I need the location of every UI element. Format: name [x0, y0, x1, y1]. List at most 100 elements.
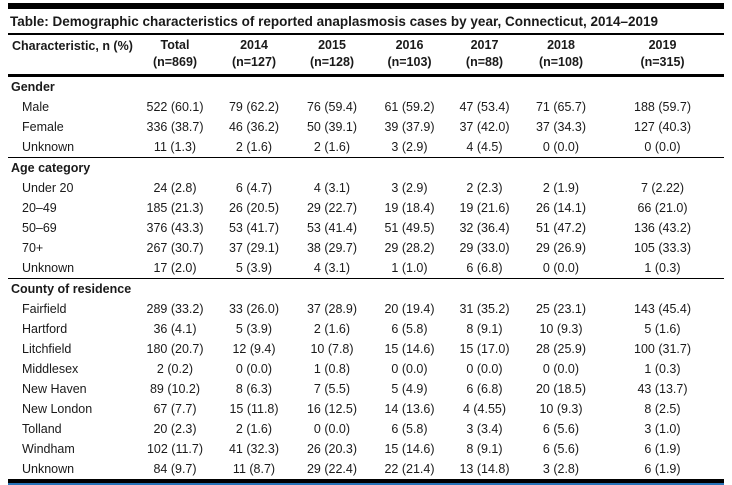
- value-cell: 20 (19.4): [384, 302, 435, 316]
- value-cell: 0 (0.0): [391, 362, 428, 376]
- value-cell: 3 (1.0): [644, 422, 681, 436]
- value-cell: 185 (21.3): [146, 201, 204, 215]
- value-cell: 3 (3.4): [466, 422, 503, 436]
- value-cell: 5 (4.9): [391, 382, 428, 396]
- year-column-header: 2015 (n=128): [293, 33, 371, 77]
- value-cell: 8 (9.1): [466, 322, 503, 336]
- value-cell: 376 (43.3): [146, 221, 204, 235]
- table-row: Female 336 (38.7) 46 (36.2) 50 (39.1) 39 (37…: [8, 117, 724, 137]
- value-cell: 37 (29.1): [228, 241, 280, 255]
- table-row: Unknown 84 (9.7) 11 (8.7) 29 (22.4) 22 (21.4…: [8, 459, 724, 481]
- value-cell: 28 (25.9): [535, 342, 587, 356]
- value-cell: 289 (33.2): [146, 302, 204, 316]
- table-row: Fairfield 289 (33.2) 33 (26.0) 37 (28.9) 20 …: [8, 299, 724, 319]
- value-cell: 143 (45.4): [634, 302, 691, 316]
- characteristic-cell: Unknown: [22, 462, 75, 476]
- value-cell: 1 (0.3): [644, 261, 681, 275]
- value-cell: 66 (21.0): [637, 201, 688, 215]
- value-cell: 267 (30.7): [146, 241, 204, 255]
- value-cell: 29 (22.4): [306, 462, 358, 476]
- header-row: Characteristic, n (%) Total (n=869) 2014 (n…: [8, 33, 724, 77]
- value-cell: 15 (17.0): [459, 342, 510, 356]
- value-cell: 76 (59.4): [306, 100, 358, 114]
- value-cell: 8 (6.3): [235, 382, 273, 396]
- year-column-header: 2017 (n=88): [448, 33, 521, 77]
- characteristic-cell: Unknown: [22, 140, 75, 154]
- value-cell: 2 (1.6): [235, 422, 273, 436]
- bottom-accent-line: [8, 483, 724, 485]
- year-column-header: 2018 (n=108): [521, 33, 601, 77]
- year-column-header: 2016 (n=103): [371, 33, 448, 77]
- value-cell: 6 (4.7): [235, 181, 273, 195]
- characteristic-cell: Middlesex: [22, 362, 79, 376]
- value-cell: 33 (26.0): [228, 302, 280, 316]
- value-cell: 43 (13.7): [637, 382, 688, 396]
- value-cell: 4 (3.1): [313, 261, 351, 275]
- value-cell: 37 (42.0): [459, 120, 510, 134]
- value-cell: 3 (2.9): [391, 140, 428, 154]
- value-cell: 39 (37.9): [384, 120, 435, 134]
- value-cell: 24 (2.8): [153, 181, 197, 195]
- table-row: Litchfield 180 (20.7) 12 (9.4) 10 (7.8) 15 (…: [8, 339, 724, 359]
- value-cell: 6 (5.8): [391, 422, 428, 436]
- table-row: Male 522 (60.1) 79 (62.2) 76 (59.4) 61 (59.2…: [8, 97, 724, 117]
- characteristic-cell: 50–69: [22, 221, 57, 235]
- table-row: New London 67 (7.7) 15 (11.8) 16 (12.5) 14 (…: [8, 399, 724, 419]
- value-cell: 0 (0.0): [542, 362, 580, 376]
- value-cell: 17 (2.0): [153, 261, 197, 275]
- value-cell: 20 (2.3): [153, 422, 197, 436]
- value-cell: 29 (22.7): [306, 201, 358, 215]
- value-cell: 5 (3.9): [235, 322, 273, 336]
- value-cell: 4 (4.5): [466, 140, 503, 154]
- value-cell: 2 (1.6): [313, 140, 351, 154]
- value-cell: 13 (14.8): [459, 462, 510, 476]
- value-cell: 31 (35.2): [459, 302, 510, 316]
- value-cell: 2 (2.3): [466, 181, 503, 195]
- value-cell: 51 (49.5): [384, 221, 435, 235]
- value-cell: 41 (32.3): [228, 442, 280, 456]
- table-row: Hartford 36 (4.1) 5 (3.9) 2 (1.6) 6 (5.8) 8 (…: [8, 319, 724, 339]
- value-cell: 19 (21.6): [459, 201, 510, 215]
- characteristic-cell: Male: [22, 100, 50, 114]
- value-cell: 8 (9.1): [466, 442, 503, 456]
- value-cell: 3 (2.9): [391, 181, 428, 195]
- section-header-row: Age category: [8, 157, 724, 178]
- value-cell: 19 (18.4): [384, 201, 435, 215]
- value-cell: 127 (40.3): [634, 120, 691, 134]
- year-column-header: 2019 (n=315): [601, 33, 724, 77]
- table-row: New Haven 89 (10.2) 8 (6.3) 7 (5.5) 5 (4.9) 6…: [8, 379, 724, 399]
- value-cell: 12 (9.4): [232, 342, 276, 356]
- value-cell: 4 (4.55): [462, 402, 507, 416]
- value-cell: 14 (13.6): [384, 402, 435, 416]
- value-cell: 6 (5.6): [542, 422, 580, 436]
- characteristic-cell: 20–49: [22, 201, 57, 215]
- value-cell: 180 (20.7): [146, 342, 204, 356]
- characteristic-cell: Unknown: [22, 261, 75, 275]
- value-cell: 0 (0.0): [313, 422, 351, 436]
- value-cell: 29 (28.2): [384, 241, 435, 255]
- value-cell: 37 (28.9): [306, 302, 358, 316]
- value-cell: 5 (3.9): [235, 261, 273, 275]
- value-cell: 46 (36.2): [228, 120, 280, 134]
- characteristic-cell: Tolland: [22, 422, 62, 436]
- year-column-header: Total (n=869): [135, 33, 215, 77]
- value-cell: 36 (4.1): [153, 322, 197, 336]
- value-cell: 29 (33.0): [459, 241, 510, 255]
- section-label: Gender: [11, 80, 55, 94]
- value-cell: 6 (6.8): [466, 261, 503, 275]
- value-cell: 5 (1.6): [644, 322, 681, 336]
- value-cell: 0 (0.0): [542, 261, 580, 275]
- year-column-header: 2014 (n=127): [215, 33, 293, 77]
- section-header-row: Gender: [8, 76, 724, 98]
- value-cell: 79 (62.2): [228, 100, 280, 114]
- value-cell: 71 (65.7): [535, 100, 587, 114]
- value-cell: 26 (20.5): [228, 201, 280, 215]
- value-cell: 10 (9.3): [539, 402, 583, 416]
- table-row: Unknown 11 (1.3) 2 (1.6) 2 (1.6) 3 (2.9) 4 (4…: [8, 137, 724, 158]
- value-cell: 4 (3.1): [313, 181, 351, 195]
- characteristic-cell: Litchfield: [22, 342, 72, 356]
- value-cell: 53 (41.4): [306, 221, 358, 235]
- value-cell: 7 (2.22): [640, 181, 685, 195]
- value-cell: 89 (10.2): [149, 382, 201, 396]
- value-cell: 8 (2.5): [644, 402, 681, 416]
